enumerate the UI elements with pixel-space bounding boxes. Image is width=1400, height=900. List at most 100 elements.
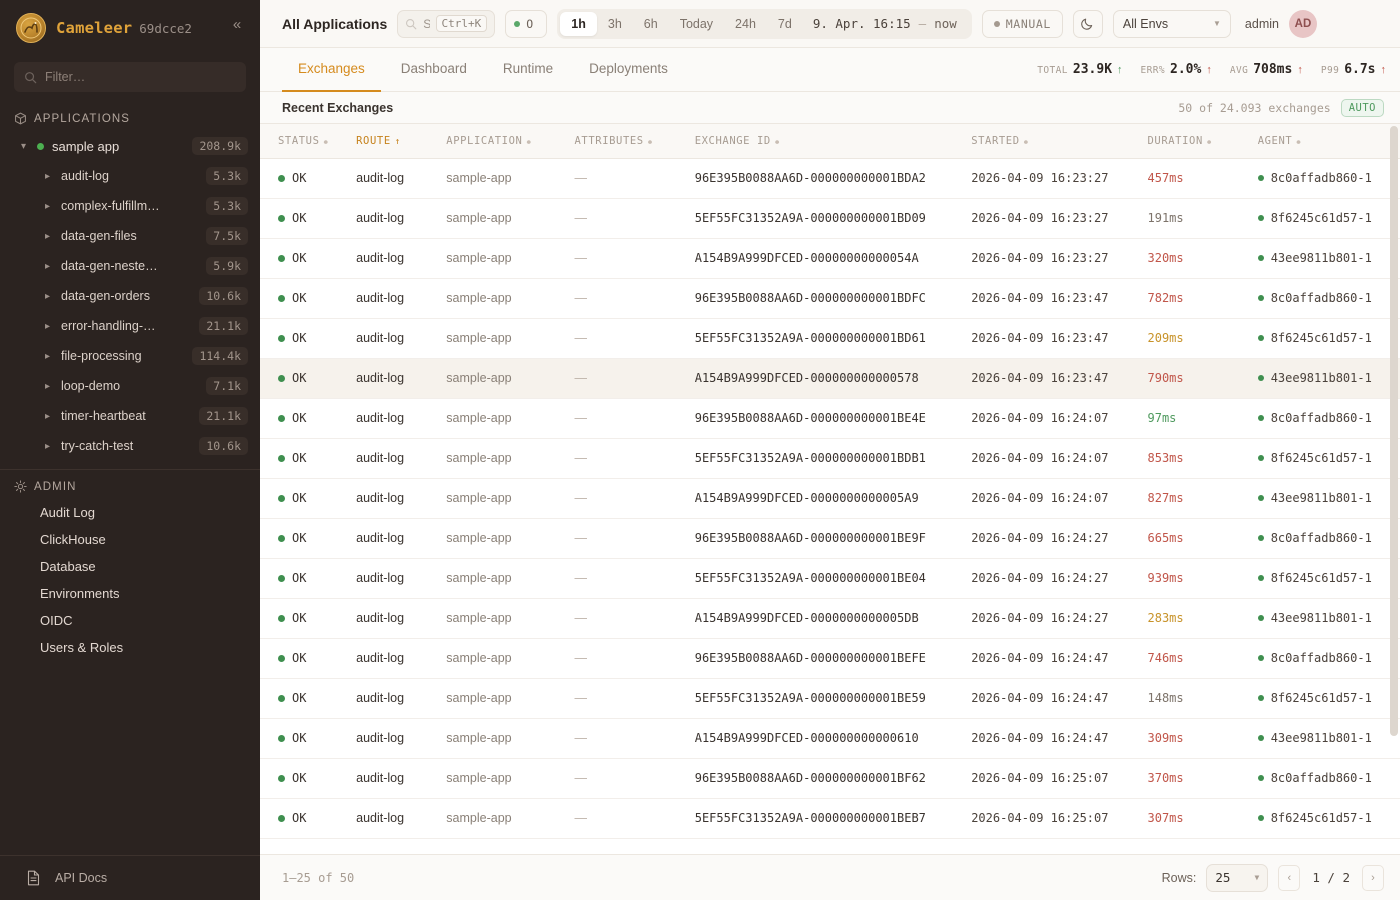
trend-arrow-icon: ↑ (1117, 64, 1123, 76)
cell-application: sample-app (438, 678, 567, 719)
status-label: OK (292, 251, 307, 265)
sidebar-item-data-gen-neste-[interactable]: ▸ data-gen-neste… 5.9k (0, 251, 260, 281)
agent-status-dot (1257, 695, 1264, 701)
column-header-duration[interactable]: DURATION ⦁ (1139, 124, 1250, 159)
table-row[interactable]: OK audit-log sample-app —96E395B0088AA6D-00… (260, 398, 1400, 439)
sidebar-item-data-gen-orders[interactable]: ▸ data-gen-orders 10.6k (0, 281, 260, 311)
sidebar-item-sample-app[interactable]: ▾ sample app 208.9k (0, 131, 260, 161)
sidebar-admin-environments[interactable]: Environments (40, 586, 120, 601)
theme-toggle-button[interactable] (1072, 9, 1103, 38)
cell-exchange-id: 5EF55FC31352A9A-000000000001BDB1 (686, 438, 964, 479)
cell-duration: 790ms (1139, 358, 1250, 399)
status-label: OK (292, 291, 307, 305)
table-row[interactable]: OK audit-log sample-app —5EF55FC31352A9A-00… (260, 438, 1400, 479)
column-header-exid[interactable]: EXCHANGE ID ⦁ (686, 124, 964, 159)
agent-status-dot (1257, 535, 1264, 541)
sidebar-admin-database[interactable]: Database (40, 559, 96, 574)
metric-label: ERR% (1140, 65, 1166, 76)
sidebar-app-count: 7.1k (206, 377, 248, 395)
sidebar-item-error-handling-[interactable]: ▸ error-handling-… 21.1k (0, 311, 260, 341)
status-dot (278, 814, 285, 822)
agent-label: 43ee9811b801-1 (1270, 371, 1372, 385)
sidebar-item-complex-fulfillm-[interactable]: ▸ complex-fulfillm… 5.3k (0, 191, 260, 221)
range-button-1h[interactable]: 1h (560, 11, 597, 36)
column-header-route[interactable]: ROUTE ↑ (348, 124, 439, 159)
table-row[interactable]: OK audit-log sample-app — A154B9A999DFCED-00… (260, 358, 1400, 399)
connection-status-pill[interactable]: O (505, 9, 548, 38)
table-row[interactable]: OK audit-log sample-app —96E395B0088AA6D-00… (260, 158, 1400, 199)
rows-per-page-select[interactable]: 25 ▼ (1206, 863, 1269, 892)
avatar[interactable]: AD (1288, 9, 1317, 38)
sidebar-item-timer-heartbeat[interactable]: ▸ timer-heartbeat 21.1k (0, 401, 260, 431)
chevron-right-icon: ▸ (44, 440, 51, 452)
next-page-button[interactable]: › (1362, 864, 1384, 891)
table-row[interactable]: OK audit-log sample-app —96E395B0088AA6D-00… (260, 638, 1400, 679)
range-button-7d[interactable]: 7d (767, 12, 803, 36)
sidebar-filter-input[interactable] (45, 70, 236, 84)
cell-duration: 283ms (1139, 598, 1250, 639)
sidebar-admin-oidc[interactable]: OIDC (40, 613, 73, 628)
main-area: All Applications S… Ctrl+K O 1h3h6hToday… (260, 0, 1400, 900)
sidebar-item-data-gen-files[interactable]: ▸ data-gen-files 7.5k (0, 221, 260, 251)
page-title: All Applications (282, 15, 388, 32)
metric-total: TOTAL 23.9K ↑ (1037, 62, 1122, 77)
sidebar-api-docs-link[interactable]: API Docs (0, 855, 260, 900)
table-row[interactable]: OK audit-log sample-app —96E395B0088AA6D-00… (260, 758, 1400, 799)
sidebar-filter[interactable] (14, 62, 246, 92)
search-placeholder: S… (423, 17, 429, 31)
cell-attributes: — (566, 358, 687, 399)
trend-arrow-icon: ↑ (1206, 64, 1212, 76)
column-header-attrs[interactable]: ATTRIBUTES ⦁ (566, 124, 687, 159)
tab-dashboard[interactable]: Dashboard (400, 61, 467, 76)
refresh-mode-button[interactable]: MANUAL (981, 9, 1063, 38)
range-button-today[interactable]: Today (669, 12, 724, 36)
cell-agent: 43ee9811b801-1 (1249, 238, 1400, 279)
vertical-scrollbar[interactable] (1390, 126, 1398, 736)
range-button-6h[interactable]: 6h (633, 12, 669, 36)
tab-deployments[interactable]: Deployments (589, 61, 668, 76)
table-row[interactable]: OK audit-log sample-app —96E395B0088AA6D-00… (260, 278, 1400, 319)
table-row[interactable]: OK audit-log sample-app — A154B9A999DFCED-00… (260, 478, 1400, 519)
table-row[interactable]: OK audit-log sample-app —5EF55FC31352A9A-00… (260, 798, 1400, 839)
sort-indicator-icon: ⦁ (774, 136, 780, 147)
topbar: All Applications S… Ctrl+K O 1h3h6hToday… (260, 0, 1400, 48)
column-header-status[interactable]: STATUS ⦁ (260, 124, 349, 159)
admin-section-label: ADMIN (34, 480, 77, 493)
collapse-sidebar-button[interactable]: « (232, 16, 242, 33)
table-row[interactable]: OK audit-log sample-app —5EF55FC31352A9A-00… (260, 678, 1400, 719)
tab-runtime[interactable]: Runtime (502, 61, 554, 76)
status-dot (278, 174, 285, 182)
column-header-started[interactable]: STARTED ⦁ (963, 124, 1140, 159)
table-row[interactable]: OK audit-log sample-app —96E395B0088AA6D-00… (260, 518, 1400, 559)
cell-route: audit-log (348, 758, 439, 799)
sidebar-admin-clickhouse[interactable]: ClickHouse (40, 532, 106, 547)
table-row[interactable]: OK audit-log sample-app —5EF55FC31352A9A-00… (260, 198, 1400, 239)
sidebar-admin-users-roles[interactable]: Users & Roles (40, 640, 124, 655)
sidebar-item-file-processing[interactable]: ▸ file-processing 114.4k (0, 341, 260, 371)
cell-attributes: — (566, 198, 687, 239)
chevron-right-icon: ▸ (44, 230, 51, 242)
table-row[interactable]: OK audit-log sample-app — A154B9A999DFCED-00… (260, 598, 1400, 639)
sidebar-app-count: 208.9k (192, 137, 248, 155)
search-icon (406, 18, 417, 29)
sidebar-item-loop-demo[interactable]: ▸ loop-demo 7.1k (0, 371, 260, 401)
auto-refresh-badge[interactable]: AUTO (1340, 98, 1384, 117)
table-row[interactable]: OK audit-log sample-app — A154B9A999DFCED-00… (260, 238, 1400, 279)
range-button-24h[interactable]: 24h (724, 12, 767, 36)
tab-exchanges[interactable]: Exchanges (282, 48, 381, 92)
global-search-input[interactable]: S… Ctrl+K (397, 9, 496, 38)
cell-duration: 853ms (1139, 438, 1250, 479)
range-button-3h[interactable]: 3h (597, 12, 633, 36)
absolute-time-range[interactable]: 9. Apr. 16:15 — now (803, 16, 969, 31)
column-header-app[interactable]: APPLICATION ⦁ (438, 124, 567, 159)
table-row[interactable]: OK audit-log sample-app —5EF55FC31352A9A-00… (260, 318, 1400, 359)
environment-select[interactable]: All Envs ▼ (1112, 9, 1231, 38)
prev-page-button[interactable]: ‹ (1278, 864, 1301, 891)
sidebar-admin-audit-log[interactable]: Audit Log (40, 505, 95, 520)
sidebar-item-audit-log[interactable]: ▸ audit-log 5.3k (0, 161, 260, 191)
table-row[interactable]: OK audit-log sample-app —5EF55FC31352A9A-00… (260, 558, 1400, 599)
sidebar-item-try-catch-test[interactable]: ▸ try-catch-test 10.6k (0, 431, 260, 461)
table-row[interactable]: OK audit-log sample-app — A154B9A999DFCED-00… (260, 718, 1400, 759)
chevron-right-icon: ▸ (44, 170, 51, 182)
column-header-agent[interactable]: AGENT ⦁ (1249, 124, 1400, 159)
